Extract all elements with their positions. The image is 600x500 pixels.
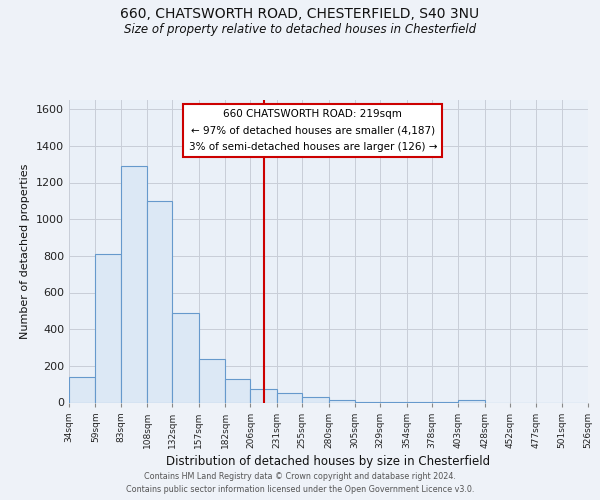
Bar bbox=[302, 397, 329, 402]
Bar bbox=[147, 201, 172, 402]
Text: 660 CHATSWORTH ROAD: 219sqm
← 97% of detached houses are smaller (4,187)
3% of s: 660 CHATSWORTH ROAD: 219sqm ← 97% of det… bbox=[188, 109, 437, 152]
X-axis label: Distribution of detached houses by size in Chesterfield: Distribution of detached houses by size … bbox=[166, 455, 491, 468]
Bar bbox=[172, 312, 199, 402]
Bar bbox=[458, 400, 485, 402]
Bar bbox=[121, 166, 147, 402]
Bar bbox=[199, 358, 225, 403]
Text: Contains HM Land Registry data © Crown copyright and database right 2024.: Contains HM Land Registry data © Crown c… bbox=[144, 472, 456, 481]
Bar bbox=[277, 394, 302, 402]
Bar bbox=[69, 377, 95, 402]
Bar bbox=[225, 378, 250, 402]
Text: 660, CHATSWORTH ROAD, CHESTERFIELD, S40 3NU: 660, CHATSWORTH ROAD, CHESTERFIELD, S40 … bbox=[121, 8, 479, 22]
Y-axis label: Number of detached properties: Number of detached properties bbox=[20, 164, 31, 339]
Bar bbox=[329, 400, 355, 402]
Bar bbox=[250, 389, 277, 402]
Bar bbox=[95, 254, 121, 402]
Text: Contains public sector information licensed under the Open Government Licence v3: Contains public sector information licen… bbox=[126, 485, 474, 494]
Text: Size of property relative to detached houses in Chesterfield: Size of property relative to detached ho… bbox=[124, 22, 476, 36]
